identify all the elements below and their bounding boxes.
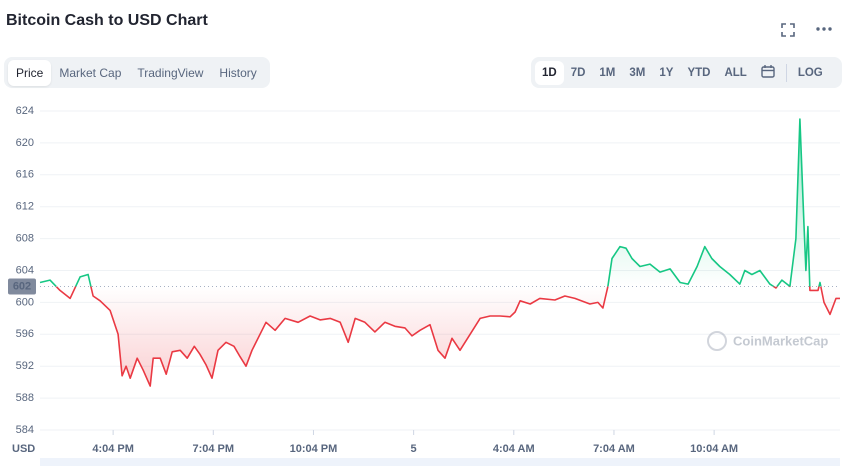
tab-button[interactable]: Price (8, 59, 52, 86)
scroll-strip (40, 458, 840, 466)
y-tick-label: 592 (16, 360, 34, 372)
chart-title: Bitcoin Cash to USD Chart (6, 12, 208, 29)
reference-label-bg (8, 278, 36, 295)
x-tick-label: 4:04 AM (493, 443, 535, 455)
watermark-logo (707, 331, 727, 351)
range-button[interactable]: 3M (629, 66, 646, 79)
header-icons (781, 23, 832, 37)
tab-button[interactable]: Market Cap (59, 65, 122, 80)
range-group: 1D 7D 1M 3M 1Y YTD ALL LOG (531, 57, 842, 88)
divider (785, 63, 787, 82)
y-tick-label: 612 (16, 201, 34, 213)
price-line (39, 118, 840, 387)
range-button[interactable]: 1D (535, 60, 564, 85)
log-button[interactable]: LOG (797, 66, 823, 79)
range-button[interactable]: 1Y (659, 66, 674, 79)
calendar-icon (761, 64, 775, 78)
y-tick-label: 624 (16, 105, 34, 117)
y-tick-label: 616 (16, 169, 34, 181)
y-tick-label: 604 (16, 264, 34, 276)
y-tick-label: 588 (16, 392, 34, 404)
more-icon[interactable] (816, 27, 832, 31)
watermark: CoinMarketCap (707, 331, 828, 351)
y-tick-label: 600 (16, 296, 34, 308)
tab-group: Price Market Cap TradingView History (4, 57, 270, 88)
reference-label: 602 (13, 280, 31, 292)
y-tick-label: 620 (16, 137, 34, 149)
x-tick-label: 7:04 AM (593, 443, 635, 455)
x-tick-label: 7:04 PM (192, 443, 234, 455)
y-tick-label: 608 (16, 233, 34, 245)
range-button[interactable]: ALL (724, 66, 747, 79)
tab-button[interactable]: History (219, 65, 257, 80)
tab-button[interactable]: TradingView (137, 65, 204, 80)
x-tick-label: 10:04 AM (690, 443, 738, 455)
y-tick-label: 596 (16, 328, 34, 340)
range-button[interactable]: 1M (599, 66, 616, 79)
y-tick-label: 584 (16, 424, 34, 436)
watermark-text: CoinMarketCap (733, 333, 828, 348)
range-button[interactable]: 7D (570, 66, 586, 79)
x-tick-label: 4:04 PM (92, 443, 134, 455)
range-button[interactable]: YTD (687, 66, 711, 79)
x-tick-label: 5 (411, 443, 417, 455)
currency-label: USD (12, 443, 35, 455)
area-fill (40, 119, 840, 387)
fullscreen-icon[interactable] (781, 23, 795, 37)
calendar-button[interactable] (754, 59, 782, 87)
x-tick-label: 10:04 PM (290, 443, 338, 455)
